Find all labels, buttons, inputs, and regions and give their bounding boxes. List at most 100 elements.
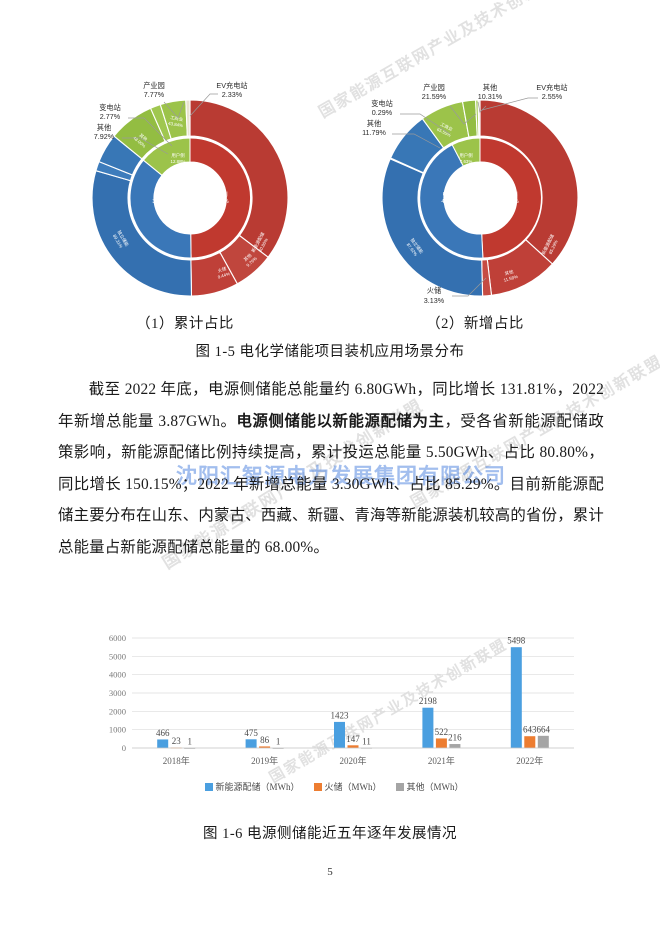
callout-other-green-2-label: 其他 [483, 83, 497, 92]
svg-text:475: 475 [244, 728, 258, 738]
outer-label-thermal-value: 9.44% [217, 271, 230, 280]
inner-slice-user-side [142, 137, 191, 177]
legend-label: 新能源配储（MWh） [215, 782, 300, 792]
bar-2021年-火储（MWh） [435, 738, 447, 748]
inner-label-grid-side-value: 38.72% [152, 199, 170, 205]
leader-line-other-green-2 [477, 101, 487, 113]
figure-1-5-subcaptions: （1）累计占比 （2）新增占比 [0, 312, 660, 336]
svg-text:2021年: 2021年 [428, 755, 455, 766]
inner-label-grid-side-2: 电网侧 [442, 191, 457, 198]
svg-text:2019年: 2019年 [251, 755, 278, 766]
svg-text:466: 466 [156, 728, 170, 738]
leader-line-ev-charging [189, 93, 218, 117]
callout-substation-2-value: 0.29% [372, 108, 393, 117]
bar-2019年-新能源配储（MWh） [245, 739, 257, 748]
callout-industrial-park-label: 产业园 [143, 81, 165, 90]
donut-chart-cumulative: 电源侧 48.40% 电网侧 38.72% 用户侧 12.88% 新能源配储 8… [40, 72, 330, 312]
outer-label-commercial-value: 43.84% [168, 121, 184, 129]
svg-text:1423: 1423 [331, 710, 350, 720]
figure-1-5-caption: 图 1-5 电化学储能项目装机应用场景分布 [195, 344, 465, 360]
bar-2022年-其他（MWh） [537, 735, 549, 748]
inner-label-power-side-value: 48.40% [211, 199, 229, 205]
inner-slice-grid-side-2 [419, 144, 484, 259]
svg-text:86: 86 [260, 735, 270, 745]
bar-2018年-新能源配储（MWh） [157, 739, 169, 748]
svg-text:2020年: 2020年 [339, 755, 366, 766]
svg-text:643: 643 [523, 725, 537, 735]
svg-text:2018年: 2018年 [163, 755, 190, 766]
callout-other-blue-2-label: 其他 [367, 119, 381, 128]
donut-chart-new-added: 电源侧 49.24% 电网侧 43.13% 用户侧 7.63% 新能源配储 85… [330, 72, 620, 312]
callout-industrial-park-value: 7.77% [144, 90, 165, 99]
outer-label-other-green: 其他 [138, 132, 150, 143]
inner-label-power-side: 电源侧 [212, 191, 227, 198]
callout-ev-charging-value: 2.33% [222, 90, 243, 99]
inner-slice-user-side-2 [451, 137, 481, 167]
bar-2020年-火储（MWh） [347, 745, 359, 748]
outer-slice-ev-charging [185, 99, 191, 137]
svg-text:5498: 5498 [507, 636, 526, 646]
callout-industrial-park-2-label: 产业园 [423, 83, 445, 92]
outer-label-other-red-2-value: 11.58% [503, 274, 518, 283]
leader-line-substation-2 [400, 113, 451, 135]
bar-chart-x-axis-labels: 2018年 2019年 2020年 2021年 2022年 [163, 755, 544, 766]
callout-ev-charging-2-value: 2.55% [542, 92, 563, 101]
leader-line-thermal-2 [452, 277, 487, 297]
inner-label-grid-side: 电网侧 [153, 191, 168, 198]
svg-text:1: 1 [276, 736, 281, 746]
outer-label-other-red: 其他 [242, 251, 254, 262]
bar-2022年-火储（MWh） [524, 736, 536, 748]
leader-line-industrial-park [163, 101, 185, 119]
outer-slice-independent-storage [91, 170, 193, 297]
callout-other-green-2-value: 10.31% [478, 92, 503, 101]
outer-label-thermal: 火储 [217, 265, 228, 275]
callout-ev-charging-2-label: EV充电站 [536, 83, 567, 92]
figure-1-6-caption: 图 1-6 电源侧储能近五年逐年发展情况 [202, 826, 458, 842]
svg-text:1000: 1000 [109, 725, 126, 735]
inner-label-grid-side-2-value: 43.13% [441, 199, 459, 205]
legend-item-其他（MWh）: 其他（MWh） [395, 780, 464, 793]
callout-industrial-park-2-value: 21.59% [422, 92, 447, 101]
bar-2020年-新能源配储（MWh） [334, 721, 345, 748]
outer-slice-new-energy-storage [189, 99, 289, 258]
donut-chart-1-svg: 电源侧 48.40% 电网侧 38.72% 用户侧 12.88% 新能源配储 8… [91, 81, 289, 297]
figure-1-6-bar-chart: 0 1000 2000 3000 4000 5000 6000 466 23 1 475 86 1 14… [88, 628, 580, 808]
inner-label-user-side-2-value: 7.63% [460, 159, 473, 164]
leader-line-other-left [122, 137, 169, 155]
legend-swatch [395, 783, 404, 791]
bar-chart-y-axis-ticks: 0 1000 2000 3000 4000 5000 6000 [109, 633, 126, 753]
inner-label-power-side-2-value: 49.24% [501, 199, 519, 205]
svg-text:2022年: 2022年 [516, 755, 543, 766]
svg-text:11: 11 [362, 736, 371, 746]
svg-text:1: 1 [187, 736, 192, 746]
bar-2022年-新能源配储（MWh） [510, 647, 522, 748]
bar-chart-gridlines [132, 637, 574, 749]
outer-slice-new-energy-storage-2 [479, 99, 579, 265]
subcaption-new-added: （2）新增占比 [426, 316, 524, 332]
svg-text:522: 522 [435, 727, 449, 737]
svg-text:2198: 2198 [419, 696, 438, 706]
outer-label-other-red-2: 其他 [504, 268, 515, 277]
svg-text:4000: 4000 [109, 670, 126, 680]
outer-label-independent-value: 89.31% [112, 234, 124, 249]
inner-slice-power-side-2 [479, 137, 542, 259]
svg-text:2000: 2000 [109, 706, 126, 716]
bar-2021年-新能源配储（MWh） [422, 707, 434, 748]
inner-label-user-side-value: 12.88% [171, 159, 186, 164]
callout-thermal-2-label: 火储 [427, 286, 441, 295]
callout-substation-value: 2.77% [100, 112, 121, 121]
legend-swatch [204, 783, 213, 791]
inner-label-power-side-2: 电源侧 [502, 191, 517, 198]
svg-text:23: 23 [172, 736, 182, 746]
callout-substation-label: 变电站 [99, 103, 121, 112]
legend-item-新能源配储（MWh）: 新能源配储（MWh） [204, 780, 300, 793]
leader-line-ev-charging-2 [481, 97, 538, 111]
legend-item-火储（MWh）: 火储（MWh） [313, 780, 382, 793]
body-paragraph: 截至 2022 年底，电源侧储能总能量约 6.80GWh，同比增长 131.81… [58, 381, 604, 556]
leader-line-other-blue-2 [392, 133, 441, 149]
svg-text:3000: 3000 [109, 688, 126, 698]
bar-2019年-火储（MWh） [259, 746, 271, 748]
